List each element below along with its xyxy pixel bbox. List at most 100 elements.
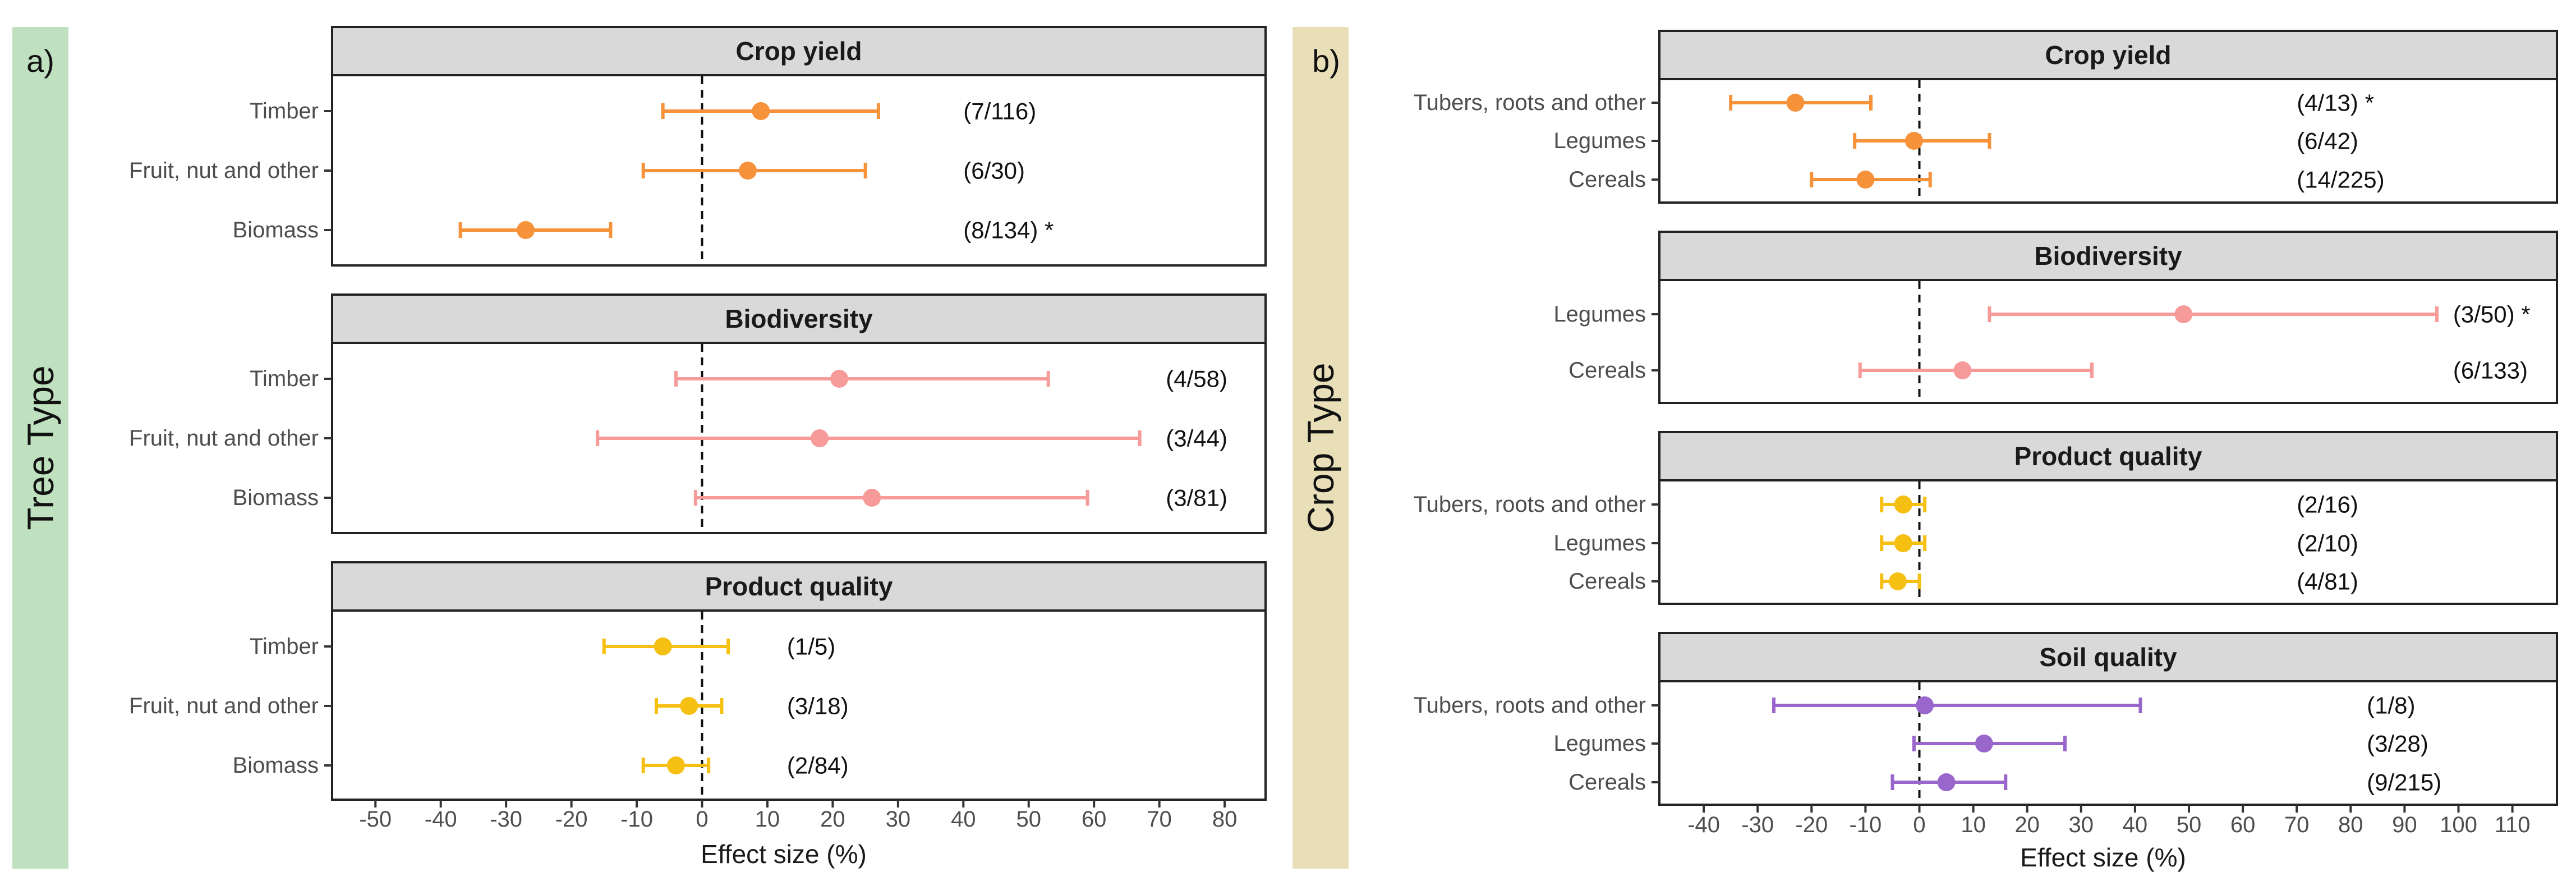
xtick-label-b-4: 0	[1913, 813, 1925, 837]
panel-letter-a: a)	[26, 43, 54, 79]
category-label-b-3-1: Legumes	[1553, 731, 1646, 756]
facet-title-b-2: Product quality	[2014, 442, 2202, 471]
group-label-a: Tree Type	[20, 365, 61, 530]
x-axis-label-a: Effect size (%)	[701, 839, 867, 869]
count-label-a-1-2: (3/81)	[1166, 485, 1227, 511]
xtick-label-b-1: -30	[1741, 813, 1774, 837]
facet-strip-a-0	[331, 26, 1267, 76]
estimate-point-a-1-0	[830, 370, 849, 388]
xtick-label-b-15: 110	[2495, 813, 2531, 837]
xtick-label-b-7: 30	[2069, 813, 2094, 837]
xtick-label-a-10: 50	[1016, 807, 1042, 832]
xtick-label-b-0: -40	[1687, 813, 1720, 837]
count-label-a-0-2: (8/134) *	[963, 217, 1054, 244]
category-label-a-2-0: Timber	[250, 634, 319, 659]
estimate-point-b-0-0	[1786, 94, 1805, 112]
count-label-b-2-0: (2/16)	[2297, 492, 2358, 518]
category-label-b-1-1: Cereals	[1568, 358, 1646, 383]
category-label-b-3-2: Cereals	[1568, 770, 1646, 795]
xtick-label-a-2: -30	[490, 807, 522, 832]
xtick-label-b-2: -20	[1795, 813, 1828, 837]
xtick-label-a-3: -20	[555, 807, 588, 832]
facet-body-b-2	[1658, 479, 2558, 605]
xtick-label-a-7: 20	[820, 807, 845, 832]
count-label-a-1-1: (3/44)	[1166, 425, 1227, 452]
estimate-point-a-0-1	[739, 162, 757, 180]
category-label-b-0-1: Legumes	[1553, 129, 1646, 153]
estimate-point-b-1-1	[1953, 361, 1972, 379]
xtick-label-a-5: 0	[696, 807, 708, 832]
xtick-label-b-6: 20	[2014, 813, 2040, 837]
group-strip-a	[12, 27, 68, 869]
facet-strip-b-3	[1658, 632, 2558, 682]
xtick-label-b-8: 40	[2123, 813, 2148, 837]
xtick-label-b-5: 10	[1961, 813, 1986, 837]
estimate-point-a-2-2	[666, 756, 685, 774]
estimate-point-a-0-2	[517, 221, 535, 239]
estimate-point-a-2-0	[654, 637, 672, 655]
estimate-point-b-3-2	[1937, 773, 1956, 791]
category-label-b-2-1: Legumes	[1553, 531, 1646, 556]
count-label-b-0-1: (6/42)	[2297, 128, 2358, 154]
category-label-b-1-0: Legumes	[1553, 302, 1646, 327]
facet-strip-a-1	[331, 293, 1267, 344]
x-axis-label-b: Effect size (%)	[2020, 843, 2186, 872]
category-label-b-0-2: Cereals	[1568, 167, 1646, 192]
estimate-point-a-2-1	[680, 697, 698, 715]
count-label-a-2-0: (1/5)	[787, 634, 835, 660]
estimate-point-b-3-1	[1975, 735, 1993, 753]
category-label-b-0-0: Tubers, roots and other	[1414, 90, 1646, 115]
facet-title-a-2: Product quality	[705, 572, 893, 601]
xtick-label-a-11: 60	[1082, 807, 1107, 832]
estimate-point-b-2-2	[1889, 572, 1907, 590]
facet-title-a-0: Crop yield	[736, 36, 862, 66]
category-label-b-2-2: Cereals	[1568, 569, 1646, 594]
count-label-b-1-0: (3/50) *	[2453, 301, 2531, 328]
count-label-b-0-0: (4/13) *	[2297, 90, 2374, 116]
facet-strip-b-1	[1658, 231, 2558, 281]
category-label-a-1-0: Timber	[250, 366, 319, 391]
estimate-point-b-2-1	[1894, 534, 1912, 552]
estimate-point-a-0-0	[752, 102, 770, 120]
count-label-b-3-1: (3/28)	[2367, 731, 2428, 757]
panel-letter-b: b)	[1312, 43, 1340, 79]
xtick-label-a-1: -40	[425, 807, 457, 832]
xtick-label-b-12: 80	[2338, 813, 2363, 837]
category-label-b-2-0: Tubers, roots and other	[1414, 492, 1646, 517]
estimate-point-b-3-0	[1916, 696, 1934, 714]
xtick-label-a-4: -10	[620, 807, 653, 832]
facet-strip-b-0	[1658, 30, 2558, 80]
xtick-label-a-0: -50	[359, 807, 392, 832]
category-label-b-3-0: Tubers, roots and other	[1414, 693, 1646, 718]
group-label-b: Crop Type	[1300, 363, 1341, 533]
category-label-a-0-0: Timber	[250, 99, 319, 123]
count-label-a-2-2: (2/84)	[787, 753, 849, 779]
xtick-label-a-6: 10	[755, 807, 780, 832]
category-label-a-0-2: Biomass	[233, 218, 319, 242]
xtick-label-b-3: -10	[1849, 813, 1882, 837]
xtick-label-a-8: 30	[886, 807, 911, 832]
count-label-a-0-1: (6/30)	[963, 158, 1025, 184]
category-label-a-1-2: Biomass	[233, 485, 319, 510]
count-label-b-3-2: (9/215)	[2367, 769, 2441, 796]
group-strip-b	[1292, 27, 1349, 869]
count-label-b-2-2: (4/81)	[2297, 568, 2358, 595]
estimate-point-b-1-0	[2174, 305, 2193, 323]
xtick-label-a-13: 80	[1212, 807, 1238, 832]
count-label-a-0-0: (7/116)	[963, 98, 1036, 125]
facet-title-b-1: Biodiversity	[2034, 241, 2182, 270]
count-label-b-2-1: (2/10)	[2297, 530, 2358, 557]
facet-body-b-1	[1658, 279, 2558, 404]
xtick-label-b-10: 60	[2230, 813, 2256, 837]
facet-title-b-3: Soil quality	[2039, 643, 2177, 672]
count-label-a-1-0: (4/58)	[1166, 366, 1227, 392]
xtick-label-a-12: 70	[1147, 807, 1172, 832]
facet-title-b-0: Crop yield	[2045, 40, 2172, 70]
count-label-b-3-0: (1/8)	[2367, 692, 2415, 719]
xtick-label-b-11: 70	[2284, 813, 2310, 837]
xtick-label-b-9: 50	[2177, 813, 2202, 837]
estimate-point-a-1-1	[811, 429, 829, 447]
category-label-a-1-1: Fruit, nut and other	[129, 426, 319, 451]
xtick-label-a-9: 40	[951, 807, 976, 832]
